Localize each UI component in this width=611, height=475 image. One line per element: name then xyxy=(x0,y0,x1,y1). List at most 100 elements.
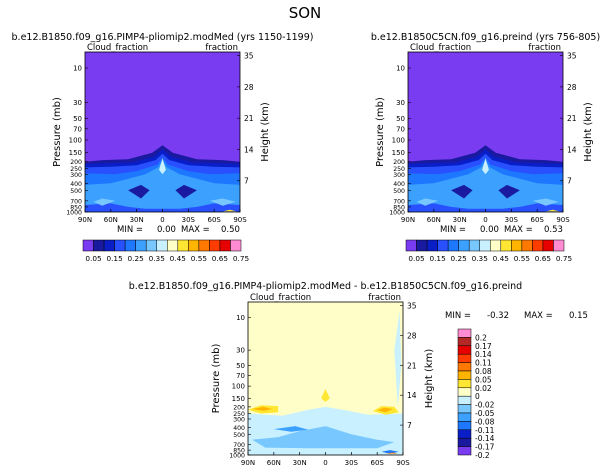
x-tick-label: 0 xyxy=(483,216,487,224)
x-tick-label: 60N xyxy=(104,216,118,224)
colorbar-swatch xyxy=(416,239,428,252)
y-tick-label: 10 xyxy=(236,314,245,322)
y2-axis-title: Height (km) xyxy=(583,102,594,162)
colorbar-label: 0.55 xyxy=(514,254,530,263)
colorbar-swatch xyxy=(457,353,472,363)
y-axis-title: Pressure (mb) xyxy=(375,97,386,167)
colorbar-swatch xyxy=(437,239,449,252)
colorbar-swatch xyxy=(447,239,459,252)
max-value: 0.15 xyxy=(569,311,588,321)
cloud-hole-n xyxy=(451,184,473,199)
colorbar-swatch xyxy=(458,239,470,252)
y-tick-label: 500 xyxy=(70,188,82,195)
y-tick-label: 1000 xyxy=(66,210,82,217)
colorbar-label: 0.15 xyxy=(429,254,445,263)
cloud-fraction-label-right: fraction xyxy=(528,43,561,53)
colorbar-swatch xyxy=(167,239,179,252)
diff-neg-strat xyxy=(394,310,402,407)
diff-pos-south-2 xyxy=(377,407,393,413)
cloud-fraction-label-right: fraction xyxy=(368,293,401,303)
y2-axis-title: Height (km) xyxy=(260,102,271,162)
colorbar-label: 0.35 xyxy=(149,254,165,263)
colorbar-swatch xyxy=(156,239,168,252)
colorbar-label: 0.05 xyxy=(475,375,492,384)
cloud-band-5 xyxy=(408,160,563,212)
colorbar-label: -0.11 xyxy=(475,426,495,435)
colorbar-label: 0.08 xyxy=(475,367,492,376)
x-tick-label: 0 xyxy=(323,459,327,467)
colorbar-label: 0.2 xyxy=(475,333,487,342)
x-tick-label: 90N xyxy=(401,216,415,224)
y-tick-label: 400 xyxy=(70,181,82,188)
y-tick-label: 500 xyxy=(233,432,245,439)
colorbar-label: 0.65 xyxy=(212,254,228,263)
x-tick-label: 60S xyxy=(370,459,384,467)
colorbar-swatch xyxy=(457,429,472,439)
colorbar-swatch xyxy=(521,239,533,252)
colorbar-swatch xyxy=(511,239,523,252)
max-label: MAX = xyxy=(181,225,210,235)
colorbar-label: 0.14 xyxy=(475,350,492,359)
cloud-fraction-label-left: Cloud_fraction xyxy=(410,43,471,53)
y2-tick-label: 28 xyxy=(407,331,417,340)
y-tick-label: 850 xyxy=(233,448,245,455)
colorbar-swatch xyxy=(468,239,480,252)
y-tick-label: 30 xyxy=(73,99,82,107)
chart-panel-0: b.e12.B1850.f09_g16.PIMP4-pliomip2.modMe… xyxy=(12,32,314,263)
max-value: 0.53 xyxy=(544,225,563,235)
colorbar-label: 0.45 xyxy=(170,254,186,263)
y-tick-label: 70 xyxy=(73,125,82,133)
y2-tick-label: 14 xyxy=(567,145,577,154)
cloud-fraction-label-left: Cloud_fraction xyxy=(250,293,311,303)
colorbar-swatch xyxy=(490,239,502,252)
colorbar-label: 0.17 xyxy=(475,342,492,351)
y-tick-label: 400 xyxy=(393,181,405,188)
cloud-fraction-label-left: Cloud_fraction xyxy=(87,43,148,53)
colorbar-swatch xyxy=(457,387,472,397)
y-tick-label: 850 xyxy=(70,204,82,211)
diff-pos-north-2 xyxy=(252,406,273,411)
y2-tick-label: 28 xyxy=(567,83,577,92)
x-tick-label: 90S xyxy=(556,216,570,224)
y-tick-label: 250 xyxy=(393,166,405,173)
colorbar-label: 0.75 xyxy=(233,254,249,263)
y-tick-label: 1000 xyxy=(389,210,405,217)
cloud-fraction-label-right: fraction xyxy=(205,43,238,53)
y-tick-label: 400 xyxy=(233,425,245,432)
colorbar-swatch xyxy=(457,337,472,347)
y-axis-title: Pressure (mb) xyxy=(211,344,222,414)
colorbar-swatch xyxy=(457,345,472,355)
y-tick-label: 30 xyxy=(236,347,245,355)
x-tick-label: 30S xyxy=(182,216,196,224)
colorbar-label: -0.08 xyxy=(475,417,495,426)
colorbar-label: 0.75 xyxy=(556,254,572,263)
colorbar-swatch xyxy=(553,239,565,252)
y2-axis-title: Height (km) xyxy=(424,349,435,409)
x-tick-label: 60N xyxy=(427,216,441,224)
colorbar-swatch xyxy=(114,239,126,252)
y2-tick-label: 7 xyxy=(407,421,412,430)
y-tick-label: 10 xyxy=(396,64,405,72)
y2-tick-label: 14 xyxy=(407,391,417,400)
colorbar-swatch xyxy=(479,239,491,252)
diff-pos-surface xyxy=(385,452,398,454)
colorbar-label: -0.05 xyxy=(475,409,495,418)
y-tick-label: 100 xyxy=(69,136,82,144)
chart-panel-1: b.e12.B1850C5CN.f09_g16.preind (yrs 756-… xyxy=(371,32,600,263)
colorbar-swatch xyxy=(457,446,472,456)
cloud-surface-patch xyxy=(545,209,560,212)
y-tick-label: 70 xyxy=(396,125,405,133)
cloud-core-equator xyxy=(482,158,489,175)
colorbar-label: -0.17 xyxy=(475,443,495,452)
colorbar-label: 0.35 xyxy=(472,254,488,263)
y-tick-label: 70 xyxy=(236,372,245,380)
y-tick-label: 100 xyxy=(392,136,405,144)
x-tick-label: 0 xyxy=(160,216,164,224)
y-tick-label: 150 xyxy=(69,149,82,157)
colorbar-swatch xyxy=(177,239,189,252)
diff-band-neg-mid xyxy=(252,426,395,449)
max-label: MAX = xyxy=(504,225,533,235)
y-tick-label: 1000 xyxy=(229,453,245,460)
colorbar-swatch xyxy=(457,421,472,431)
max-value: 0.50 xyxy=(221,225,240,235)
